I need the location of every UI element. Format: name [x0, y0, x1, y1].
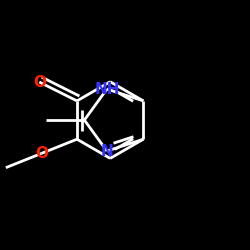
Text: NH: NH: [94, 82, 120, 96]
Text: O: O: [33, 74, 46, 90]
Text: O: O: [35, 146, 48, 161]
Text: N: N: [100, 144, 113, 158]
